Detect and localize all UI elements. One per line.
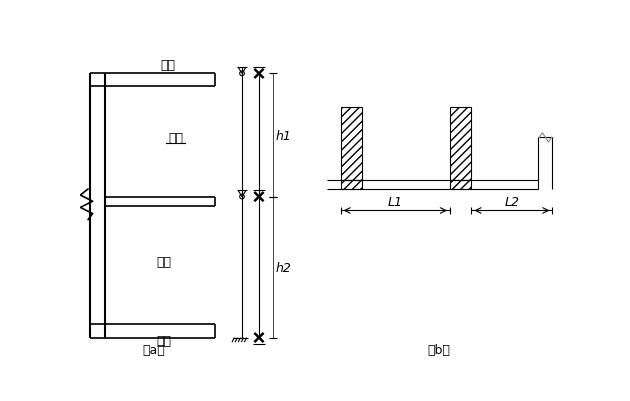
Text: 底板: 底板: [156, 334, 171, 347]
Text: L2: L2: [505, 195, 519, 208]
Text: 楼板: 楼板: [156, 255, 171, 268]
Text: （a）: （a）: [142, 343, 165, 356]
Text: L1: L1: [387, 195, 403, 208]
Bar: [341, 107, 362, 180]
Bar: [450, 180, 471, 189]
Text: 顶板: 顶板: [160, 59, 175, 71]
Text: （b）: （b）: [427, 343, 450, 356]
Text: h2: h2: [276, 261, 292, 274]
Text: 侧壁: 侧壁: [168, 132, 183, 144]
Bar: [341, 180, 362, 189]
Bar: [450, 107, 471, 180]
Text: h1: h1: [276, 129, 292, 142]
